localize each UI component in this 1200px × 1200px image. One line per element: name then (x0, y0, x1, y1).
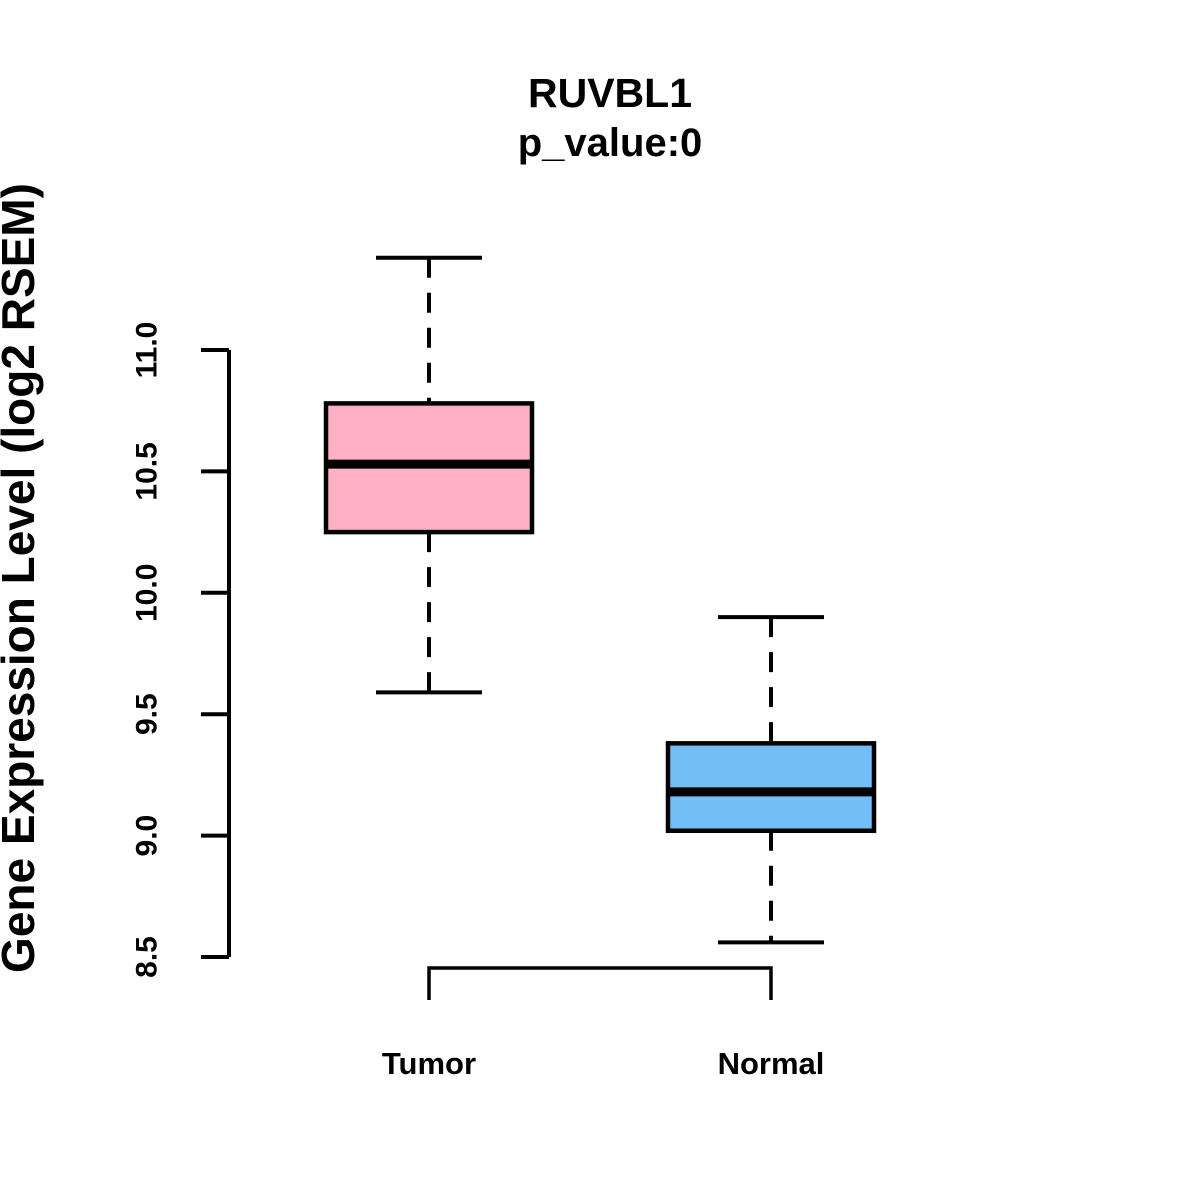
iqr-box (665, 741, 877, 833)
x-axis-labels: Tumor Normal (382, 1046, 824, 1081)
boxplot-tumor (323, 255, 535, 695)
y-tick-label: 10.5 (131, 442, 164, 500)
boxplot-normal (665, 615, 877, 945)
x-axis-bracket (427, 966, 773, 1000)
y-tick-label: 9.5 (131, 693, 164, 735)
chart-subtitle-pvalue: p_value:0 (518, 121, 703, 165)
y-tick-label: 9.0 (131, 815, 164, 857)
category-label-normal: Normal (718, 1046, 825, 1081)
x-axis-line (427, 966, 773, 1000)
y-axis: 8.5 9.0 9.5 10.0 10.5 11.0 (131, 322, 231, 978)
y-tick-label: 11.0 (131, 322, 164, 379)
category-label-tumor: Tumor (382, 1046, 476, 1081)
y-axis-title: Gene Expression Level (log2 RSEM) (0, 183, 44, 973)
chart-title: RUVBL1 (528, 70, 692, 116)
box-series (323, 255, 877, 945)
y-tick-label: 10.0 (131, 564, 164, 622)
y-tick-label: 8.5 (131, 936, 164, 978)
